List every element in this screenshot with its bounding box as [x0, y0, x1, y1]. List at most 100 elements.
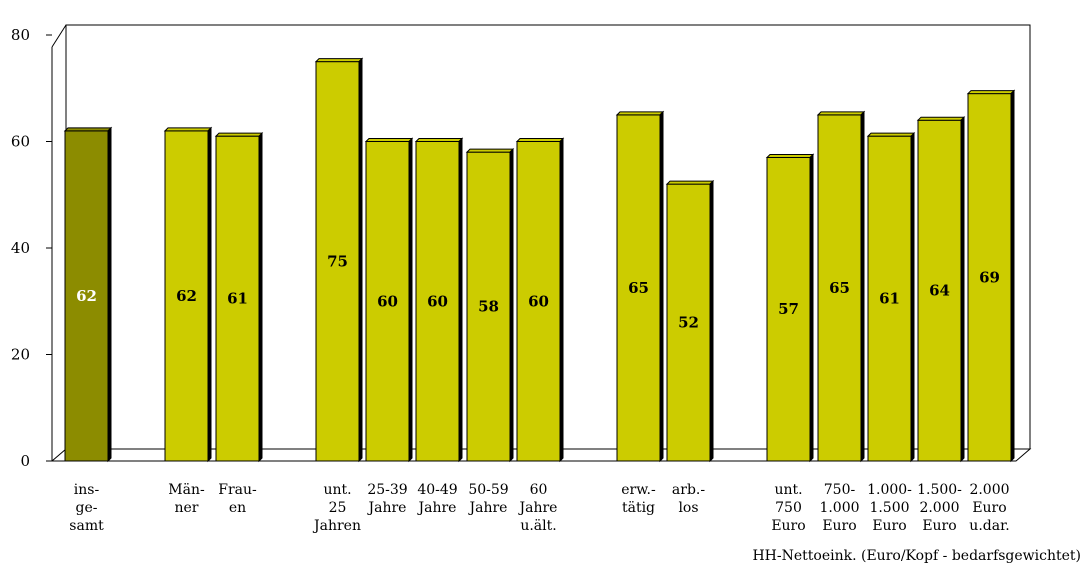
bar-group: 58: [465, 147, 515, 463]
bar-side: [860, 110, 865, 463]
bar-value-label: 60: [377, 292, 398, 310]
category-label: Frau-en: [218, 482, 257, 516]
category-label-line: en: [229, 500, 246, 516]
category-label-line: 25-39: [367, 482, 407, 498]
bar-top: [916, 116, 966, 121]
bar-value-label: 69: [979, 268, 1000, 286]
y-tick-label: 0: [20, 452, 30, 470]
bar-value-label: 75: [327, 252, 348, 270]
category-label-line: 750-: [824, 482, 856, 498]
category-label-line: Jahre: [468, 500, 508, 516]
bar-top: [465, 148, 515, 153]
category-label-line: Euro: [922, 518, 956, 534]
bar: [967, 93, 1012, 462]
category-label: ins-ge-samt: [69, 482, 104, 534]
bar-top: [364, 138, 414, 142]
category-label-line: ge-: [76, 500, 98, 516]
bar-top: [214, 132, 264, 137]
wall-edge: [51, 24, 67, 48]
category-label: arb.- los: [672, 482, 705, 516]
category-label-line: 60: [530, 482, 548, 498]
bar-top: [665, 180, 715, 185]
x-axis-title: HH-Nettoeink. (Euro/Kopf - bedarfsgewich…: [752, 548, 1081, 563]
bar-side: [809, 153, 814, 463]
bar-group: 60: [515, 137, 565, 463]
bar: [365, 141, 410, 462]
bar-side: [207, 126, 212, 463]
bar-value-label: 61: [227, 290, 248, 308]
bar-side: [559, 137, 564, 463]
category-label: 750- 1.000 Euro: [819, 482, 859, 534]
category-label-line: Jahre: [367, 500, 407, 516]
category-label: Män-ner: [168, 482, 205, 516]
category-label-line: 1.500-: [917, 482, 962, 498]
category-label-line: Euro: [872, 518, 906, 534]
bar-side: [1010, 89, 1015, 463]
category-label-line: 1.500: [869, 500, 909, 516]
bar-side: [960, 115, 965, 463]
category-label-line: u.dar.: [969, 518, 1009, 534]
category-label-line: Jahre: [518, 500, 558, 516]
bar-group: 64: [916, 115, 966, 463]
category-label-line: 40-49: [417, 482, 457, 498]
bars: 62 62 61 75 60 60 58 60 65 52 57 65 61 64 69: [63, 57, 1016, 463]
y-tick-label: 60: [11, 133, 30, 151]
bar-value-label: 60: [427, 292, 448, 310]
x-axis-labels: ins-ge-samt Män-ner Frau-en unt. 25 Jahren 25-…: [69, 482, 1009, 534]
bar-side: [458, 137, 463, 463]
bar-value-label: 65: [829, 279, 850, 297]
bar-group: 62: [63, 126, 113, 463]
bar: [315, 61, 360, 462]
bar-value-label: 60: [528, 292, 549, 310]
bar-group: 69: [966, 89, 1016, 463]
category-label-line: erw.-: [621, 482, 656, 498]
category-label-line: Frau-: [218, 482, 257, 498]
category-label: 50-59 Jahre: [468, 482, 509, 516]
bar-top: [414, 138, 464, 142]
bar-side: [659, 110, 664, 463]
category-label-line: 2.000: [919, 500, 959, 516]
bar-side: [408, 137, 413, 463]
category-label-line: unt.: [323, 482, 351, 498]
category-label-line: Euro: [822, 518, 856, 534]
bar-top: [515, 138, 565, 142]
bar-side: [107, 126, 112, 463]
bar: [666, 183, 711, 462]
bar: [867, 135, 912, 462]
bar-top: [163, 127, 213, 132]
category-label-line: ins-: [74, 482, 100, 498]
y-tick-label: 20: [11, 346, 30, 364]
bar: [616, 114, 661, 462]
category-label-line: 50-59: [468, 482, 508, 498]
category-label: unt. 750 Euro: [771, 482, 805, 534]
bar-top: [615, 111, 665, 116]
bar-side: [709, 179, 714, 463]
bar-group: 57: [765, 153, 815, 463]
category-label: 2.000 Euro u.dar.: [969, 482, 1009, 534]
y-tick-label: 80: [11, 26, 30, 44]
bar-value-label: 62: [76, 287, 97, 305]
category-label-line: Jahren: [312, 518, 361, 534]
category-label-line: samt: [69, 518, 104, 534]
bar-top: [765, 153, 815, 158]
bar-group: 60: [414, 137, 464, 463]
bar-side: [358, 57, 363, 463]
bar: [215, 135, 260, 462]
bar: [917, 119, 962, 462]
bar-top: [816, 111, 866, 116]
category-label-line: unt.: [774, 482, 802, 498]
bar-value-label: 57: [778, 300, 799, 318]
bar: [164, 130, 209, 462]
category-label-line: u.ält.: [520, 518, 556, 534]
bar: [415, 141, 460, 462]
bar-value-label: 62: [176, 287, 197, 305]
bar-group: 65: [615, 110, 665, 463]
category-label: 25-39 Jahre: [367, 482, 408, 516]
bar-top: [314, 58, 364, 63]
category-label: 1.000- 1.500 Euro: [867, 482, 912, 534]
category-label-line: Män-: [168, 482, 205, 498]
category-label: 60 Jahre u.ält.: [518, 482, 558, 534]
category-label-line: Euro: [972, 500, 1006, 516]
bar-top: [63, 127, 113, 132]
